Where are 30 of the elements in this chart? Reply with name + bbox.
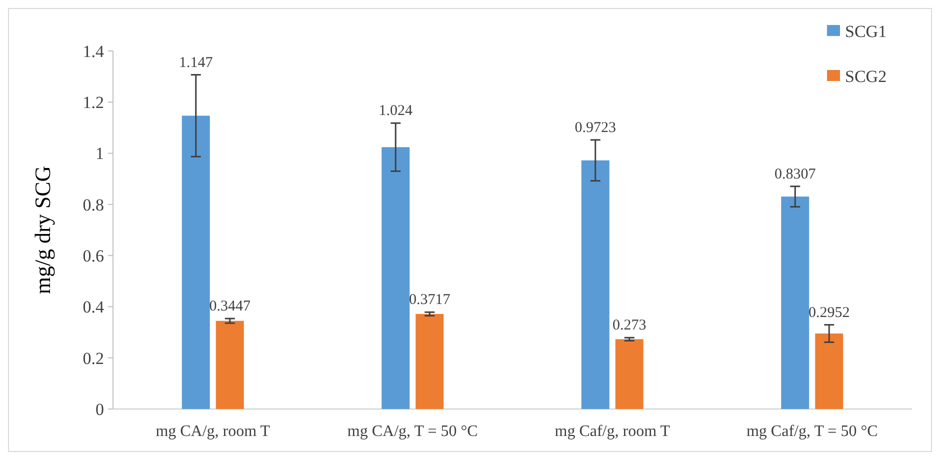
bar: [781, 196, 810, 409]
data-label: 1.147: [179, 54, 214, 71]
bar: [216, 320, 244, 409]
bar: [416, 314, 444, 409]
legend-label: SCG2: [845, 66, 887, 86]
x-tick-label: mg Caf/g, T = 50 °C: [746, 423, 878, 440]
legend-label: SCG1: [845, 22, 887, 41]
y-tick-label: 0.2: [82, 348, 104, 368]
bar: [615, 339, 644, 409]
data-label: 1.024: [378, 103, 413, 120]
bar: [815, 334, 844, 409]
bar: [382, 147, 410, 409]
x-tick-label: mg CA/g, T = 50 °C: [347, 423, 478, 440]
y-tick-label: 1.2: [82, 93, 104, 112]
bar: [182, 116, 210, 409]
data-label: 0.9723: [574, 120, 616, 136]
y-tick-label: 0.8: [82, 195, 104, 214]
bar: [581, 160, 610, 409]
x-tick-label: mg Caf/g, room T: [554, 423, 670, 440]
data-label: 0.3717: [409, 292, 451, 308]
y-axis-title: mg/g dry SCG: [30, 166, 55, 294]
x-tick-label: mg CA/g, room T: [156, 423, 270, 440]
data-label: 0.2952: [808, 304, 850, 321]
y-tick-label: 1: [96, 144, 104, 164]
y-tick-label: 0.4: [82, 298, 104, 317]
y-tick-label: 0: [96, 400, 104, 419]
data-label: 0.8307: [774, 166, 816, 182]
data-label: 0.273: [612, 318, 646, 334]
y-tick-label: 1.4: [82, 42, 104, 61]
y-tick-label: 0.6: [82, 246, 104, 266]
